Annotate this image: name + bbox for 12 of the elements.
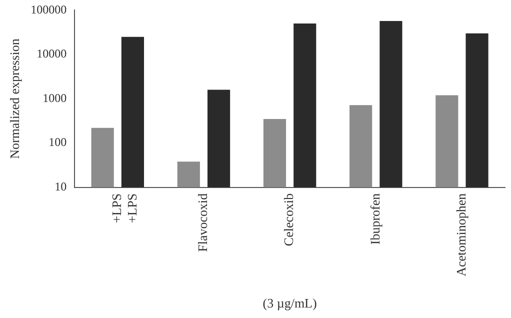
y-axis-title: Normalized expression <box>7 38 22 159</box>
x-tick-label: Flavocoxid <box>195 192 210 252</box>
x-tick-label: +LPS +LPS <box>109 193 140 224</box>
y-tick-label: 100 <box>48 135 67 150</box>
x-tick-label: Ibuprofen <box>367 192 382 245</box>
x-tick-label: Acetominophen <box>453 192 468 276</box>
y-tick-label: 10 <box>54 180 67 194</box>
y-tick-label: 100000 <box>30 2 67 16</box>
x-tick-label: Celecoxib <box>281 193 296 246</box>
y-tick-label: 10000 <box>36 46 67 61</box>
x-axis-title: (3 µg/mL) <box>262 296 317 311</box>
y-tick-label: 1000 <box>42 90 67 105</box>
